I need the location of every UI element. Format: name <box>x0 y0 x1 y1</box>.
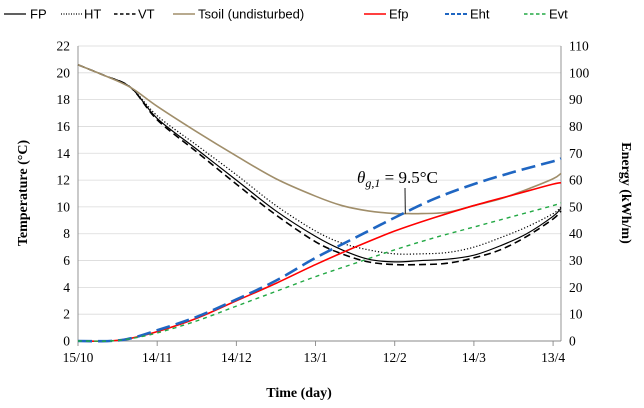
x-tick-label: 13/4 <box>541 350 565 365</box>
y-right-tick-label: 30 <box>569 253 583 268</box>
series-line-fp <box>77 64 562 263</box>
y-left-tick-label: 4 <box>63 280 70 295</box>
legend-label: VT <box>138 7 155 22</box>
series-line-vt <box>77 64 562 266</box>
y-left-tick-label: 10 <box>57 199 71 214</box>
tick-labels: 0 2 4 6 8 10 12 14 16 18 20 22 0 10 20 30 40 50 60 70 80 90 10… <box>57 39 590 366</box>
series-line-eht <box>77 157 562 343</box>
y-axis-left-title: Temperature (°C) <box>16 140 31 247</box>
y-left-tick-label: 12 <box>57 173 71 188</box>
x-tick-label: 15/10 <box>63 350 94 365</box>
series-line-tsoil-undisturbed <box>77 64 562 215</box>
y-left-tick-label: 0 <box>63 334 70 349</box>
legend: FP HT VT Tsoil (undisturbed) Efp Eht Evt <box>4 7 568 22</box>
x-tick-label: 14/3 <box>462 350 486 365</box>
legend-label: HT <box>84 7 101 22</box>
y-left-tick-label: 8 <box>63 226 70 241</box>
y-right-tick-label: 60 <box>569 173 583 188</box>
y-left-tick-label: 20 <box>57 65 71 80</box>
y-right-tick-label: 70 <box>569 146 583 161</box>
y-right-tick-label: 50 <box>569 199 583 214</box>
series-line-ht <box>77 64 562 255</box>
x-tick-label: 13/1 <box>304 350 328 365</box>
y-left-tick-label: 18 <box>57 92 71 107</box>
y-right-tick-label: 110 <box>569 39 589 54</box>
gridlines <box>78 45 561 342</box>
axes <box>77 46 562 346</box>
y-right-tick-label: 10 <box>569 307 583 322</box>
x-axis-title: Time (day) <box>266 386 332 401</box>
y-right-tick-label: 80 <box>569 119 583 134</box>
y-left-tick-label: 6 <box>63 253 70 268</box>
legend-label: Evt <box>549 7 568 22</box>
legend-label: Efp <box>389 7 409 22</box>
y-right-tick-label: 40 <box>569 226 583 241</box>
legend-label: Tsoil (undisturbed) <box>198 7 304 22</box>
y-left-tick-label: 22 <box>57 39 71 54</box>
series-lines <box>77 64 562 343</box>
y-axis-right-title: Energy (kWh/m) <box>618 142 633 244</box>
y-left-tick-label: 14 <box>57 146 71 161</box>
annotation: θg,1 = 9.5°C <box>357 168 438 214</box>
y-right-tick-label: 20 <box>569 280 583 295</box>
y-right-tick-label: 90 <box>569 92 583 107</box>
legend-label: FP <box>30 7 47 22</box>
y-right-tick-label: 0 <box>569 334 576 349</box>
series-line-evt <box>77 202 562 342</box>
x-tick-label: 14/11 <box>142 350 172 365</box>
annotation-label: θg,1 = 9.5°C <box>357 168 438 190</box>
y-left-tick-label: 16 <box>57 119 71 134</box>
y-left-tick-label: 2 <box>63 307 70 322</box>
y-right-tick-label: 100 <box>569 65 590 80</box>
x-tick-label: 14/12 <box>221 350 252 365</box>
legend-label: Eht <box>470 7 490 22</box>
x-tick-label: 12/2 <box>383 350 407 365</box>
